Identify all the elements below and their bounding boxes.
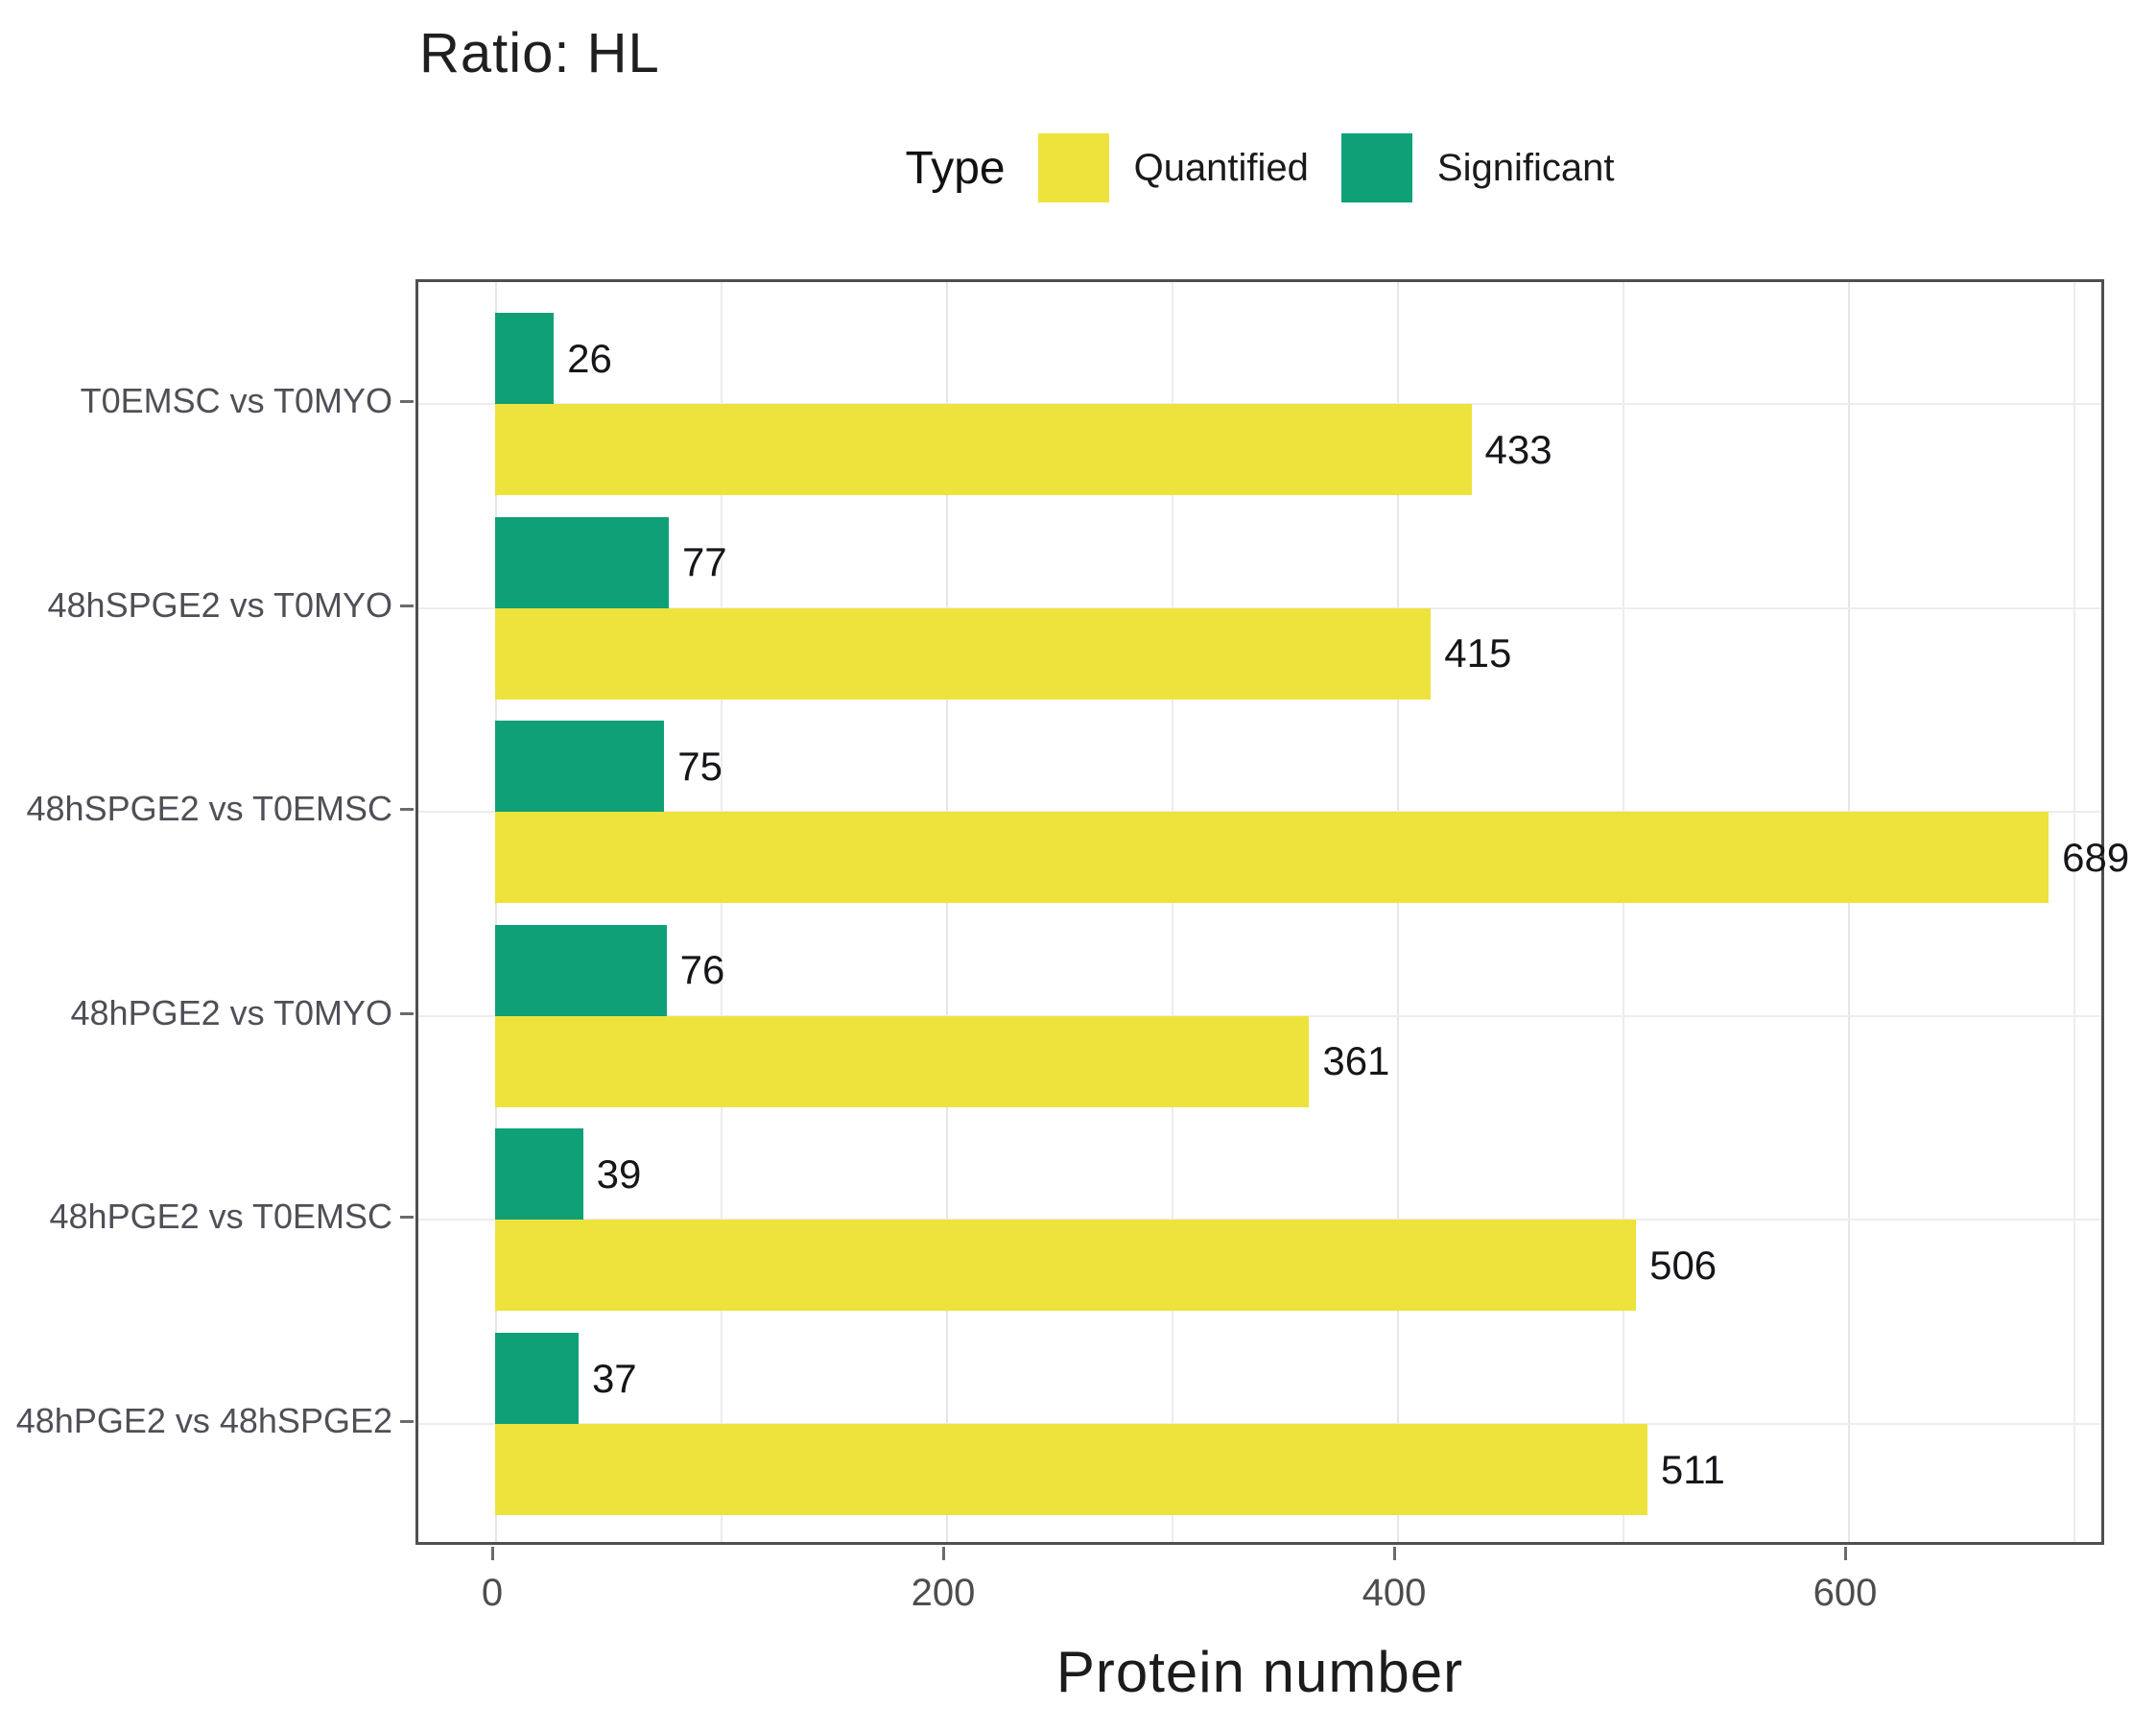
y-category-label: 48hPGE2 vs T0EMSC [49, 1197, 393, 1237]
x-tick-label: 0 [481, 1572, 504, 1614]
legend-item-significant: Significant [1340, 133, 1615, 202]
bar-value-label-significant: 37 [591, 1355, 637, 1401]
gridline-x-100 [721, 282, 723, 1542]
x-tick-label: 400 [1362, 1572, 1427, 1614]
y-axis-tick [400, 1216, 414, 1220]
legend-item-quantified: Quantified [1037, 133, 1309, 202]
gridline-x-200 [946, 282, 948, 1542]
bar-quantified [495, 1220, 1637, 1312]
y-category-label: 48hSPGE2 vs T0MYO [47, 584, 393, 625]
y-axis-tick [400, 1420, 414, 1423]
y-category-label: 48hSPGE2 vs T0EMSC [26, 789, 393, 829]
legend-label: Significant [1436, 146, 1615, 189]
y-axis-tick [400, 604, 414, 607]
bar-value-label-quantified: 511 [1660, 1446, 1725, 1492]
x-axis-tick [942, 1547, 945, 1560]
gridline-x-0 [495, 282, 497, 1542]
bar-value-label-quantified: 433 [1484, 426, 1552, 472]
bar-significant [495, 313, 555, 404]
plot-panel: 26 433 77 415 75 689 76 361 39 506 37 511 [415, 279, 2129, 1545]
legend-title: Type [905, 142, 1006, 194]
bar-quantified [495, 404, 1472, 495]
y-axis-tick [400, 1011, 414, 1015]
y-axis-tick [400, 400, 414, 403]
legend: Type Quantified Significant [415, 125, 2104, 211]
legend-swatch-significant [1340, 133, 1412, 202]
bar-significant [495, 721, 665, 813]
gridline-x-500 [1623, 282, 1624, 1542]
gridline-x-400 [1397, 282, 1399, 1542]
chart-title: Ratio: HL [419, 22, 660, 84]
bar-value-label-significant: 26 [567, 335, 612, 381]
bar-significant [495, 924, 667, 1016]
y-category-label: 48hPGE2 vs T0MYO [70, 992, 392, 1032]
bar-significant [495, 516, 669, 608]
bar-value-label-significant: 39 [596, 1150, 642, 1197]
bar-quantified [495, 812, 2049, 904]
bar-value-label-quantified: 415 [1444, 630, 1512, 676]
y-category-label: 48hPGE2 vs 48hSPGE2 [15, 1401, 392, 1440]
x-axis-title: Protein number [1055, 1640, 1464, 1704]
y-category-label: T0EMSC vs T0MYO [80, 381, 392, 420]
bar-significant [495, 1333, 579, 1424]
bar-quantified [495, 1015, 1310, 1107]
y-axis-tick [400, 808, 414, 812]
gridline-x-700 [2073, 282, 2075, 1542]
x-axis-tick [491, 1547, 494, 1560]
gridline-x-300 [1172, 282, 1173, 1542]
bar-quantified [495, 607, 1432, 700]
x-tick-label: 200 [911, 1572, 976, 1614]
bar-quantified [495, 1424, 1647, 1515]
x-axis-tick [1393, 1547, 1396, 1560]
legend-swatch-quantified [1037, 133, 1109, 202]
bar-value-label-significant: 75 [677, 743, 723, 789]
bar-value-label-quantified: 689 [2062, 834, 2130, 880]
x-tick-label: 600 [1812, 1572, 1878, 1614]
bar-value-label-quantified: 506 [1649, 1242, 1718, 1288]
bar-value-label-significant: 76 [679, 947, 725, 993]
bar-value-label-significant: 77 [681, 539, 727, 585]
legend-label: Quantified [1133, 146, 1309, 189]
bar-significant [495, 1128, 583, 1221]
x-axis-tick [1844, 1547, 1847, 1560]
bar-value-label-quantified: 361 [1322, 1038, 1390, 1084]
gridline-x-600 [1848, 282, 1850, 1542]
